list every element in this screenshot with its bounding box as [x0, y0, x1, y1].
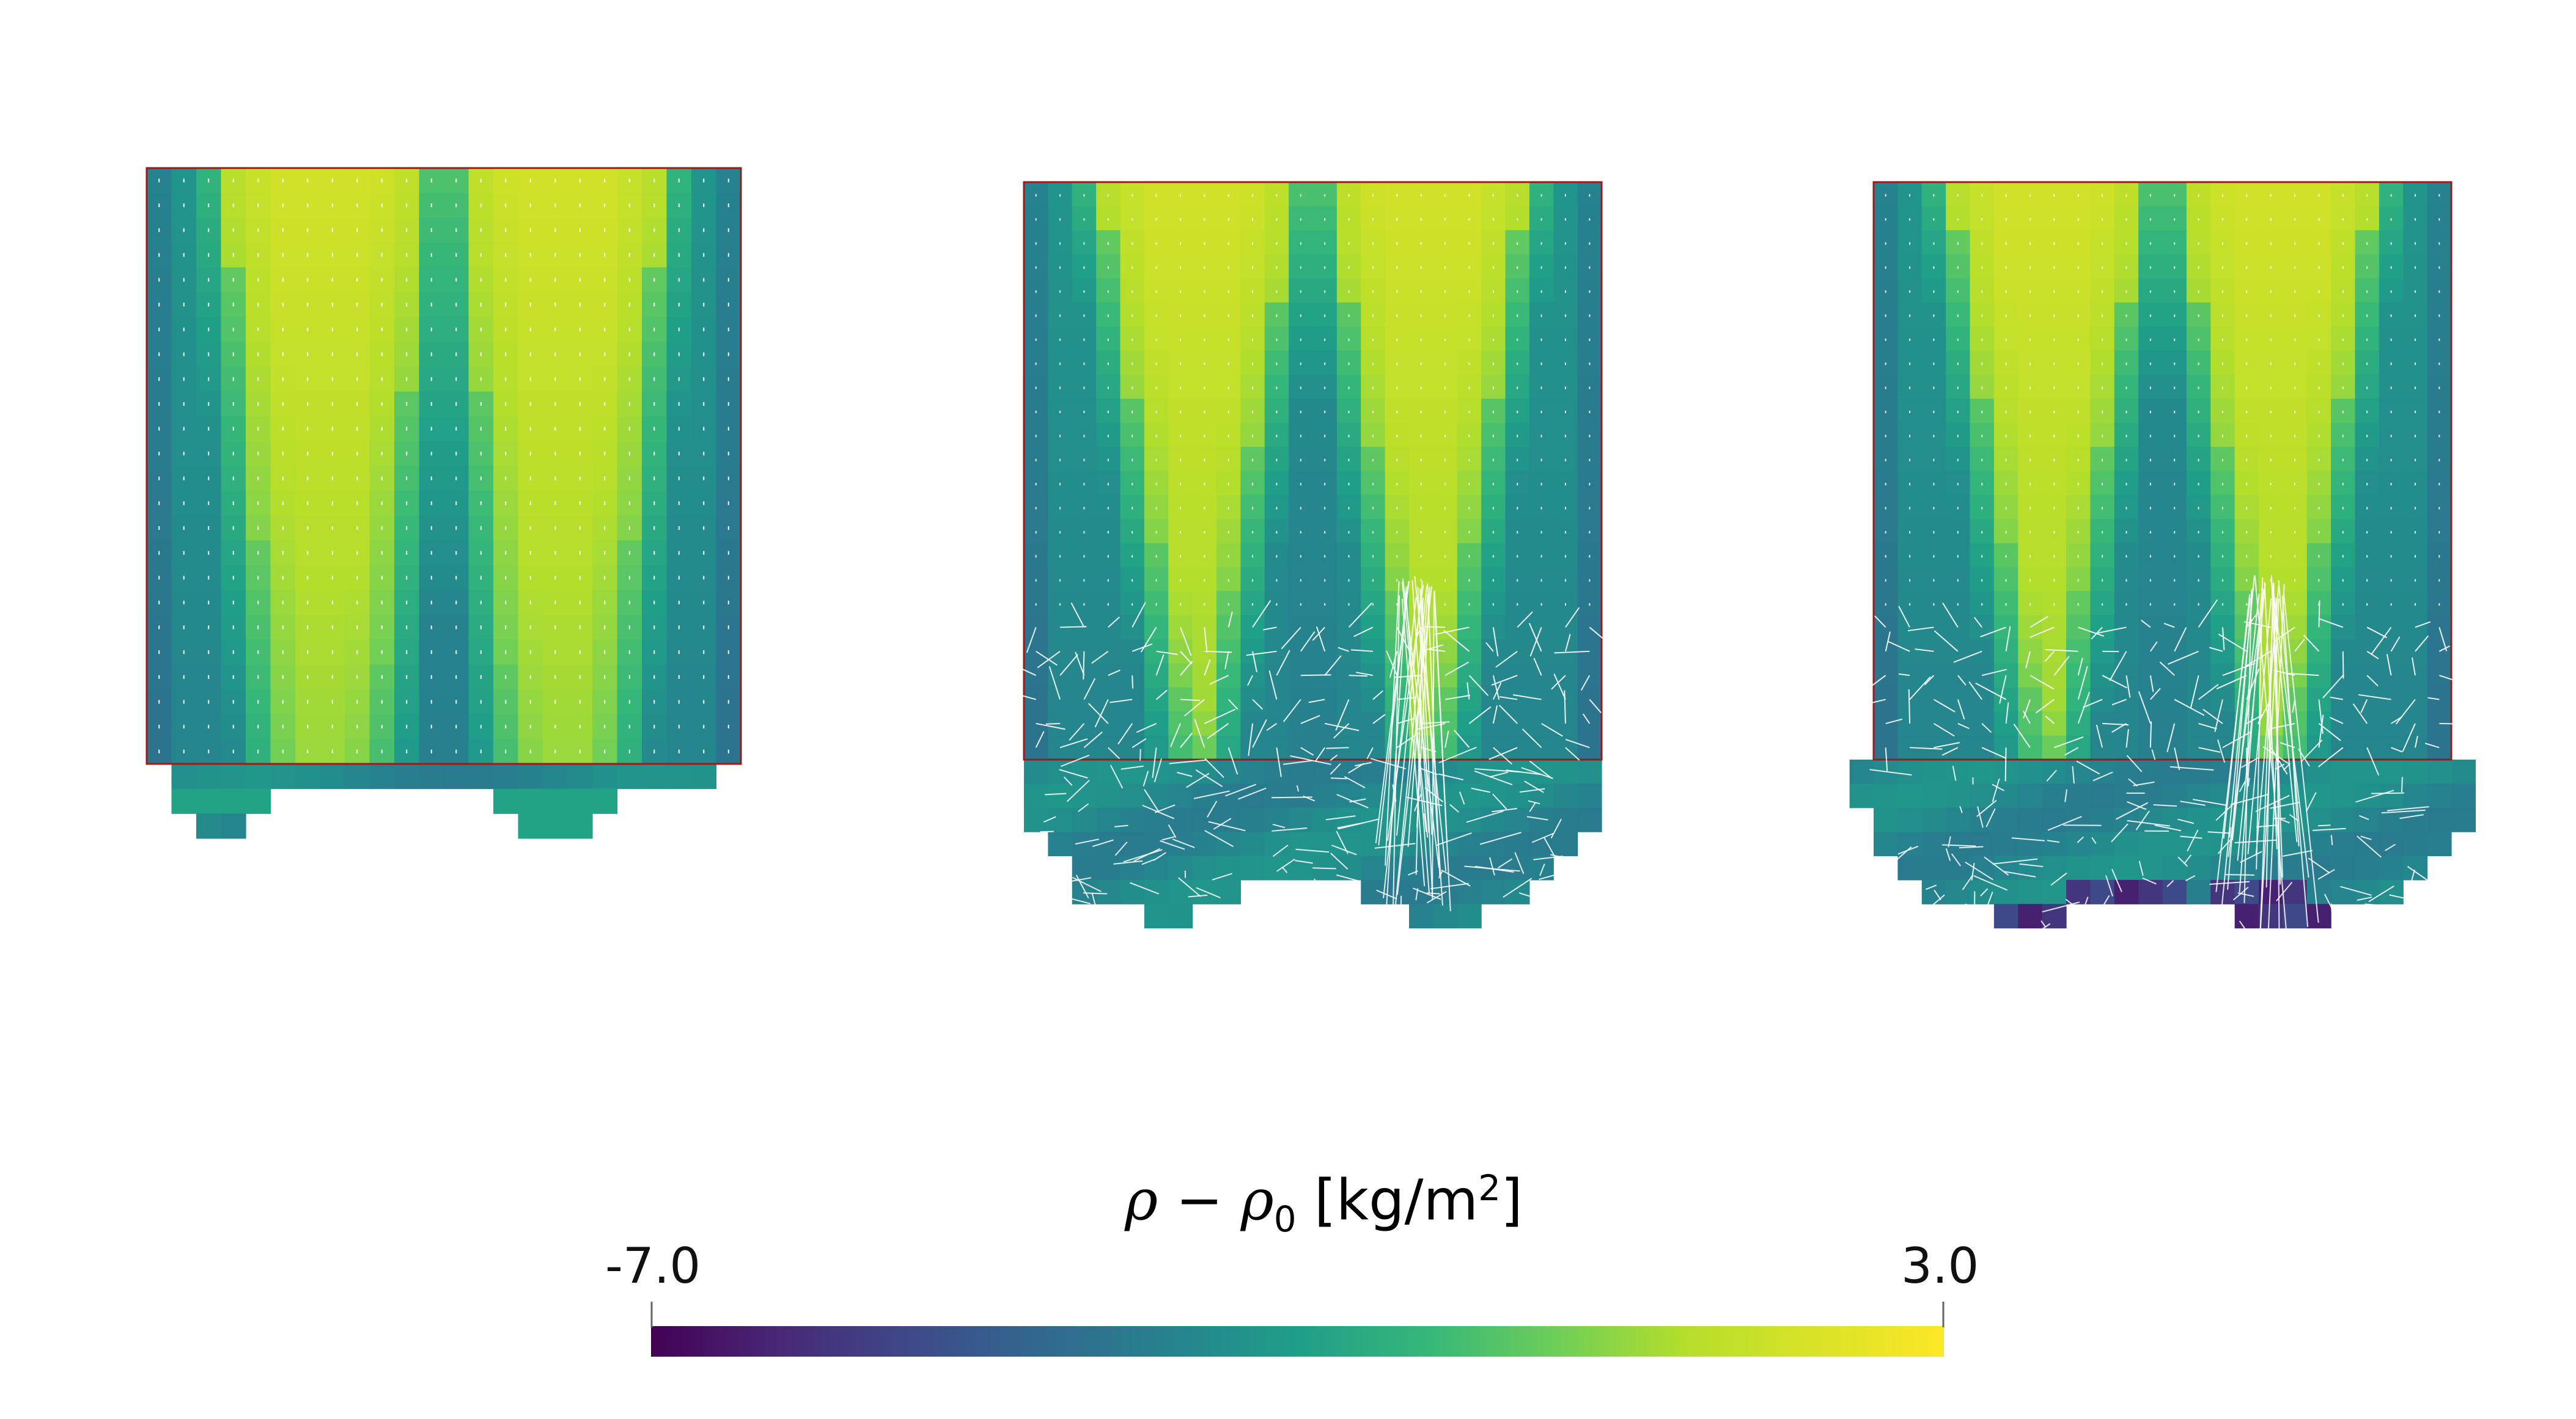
- colorbar-min-label: -7.0: [605, 1238, 701, 1294]
- panel-middle-density-field: [1021, 181, 1612, 929]
- panel-left-density-field: [145, 167, 742, 839]
- colorbar-title: ρ − ρ0 [kg/m2]: [1125, 1167, 1523, 1241]
- panel-right-density-field: [1849, 181, 2476, 952]
- colorbar-max-label: 3.0: [1901, 1238, 1979, 1294]
- colorbar: [651, 1326, 1944, 1357]
